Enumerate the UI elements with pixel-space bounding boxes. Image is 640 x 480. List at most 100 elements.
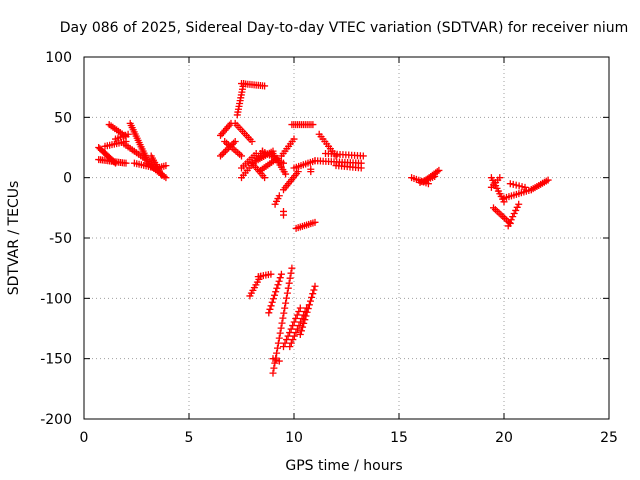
x-tick-label: 15: [390, 430, 408, 446]
data-point: [293, 325, 301, 333]
data-point: [496, 174, 504, 182]
data-point: [311, 218, 319, 226]
data-point: [269, 295, 277, 303]
data-point: [296, 304, 304, 312]
plot-frame: [83, 56, 610, 420]
data-point: [220, 149, 228, 157]
data-point: [274, 339, 282, 347]
data-point: [267, 270, 275, 278]
data-point: [281, 339, 289, 347]
data-point: [276, 329, 284, 337]
data-point: [223, 146, 231, 154]
data-point: [265, 309, 273, 317]
data-point: [271, 291, 279, 299]
y-tick-label: 50: [54, 110, 72, 126]
data-point: [283, 289, 291, 297]
data-point: [279, 314, 287, 322]
data-point: [278, 319, 286, 327]
data-point: [512, 206, 520, 214]
data-point: [275, 192, 283, 200]
data-point: [248, 137, 256, 145]
data-point: [309, 121, 317, 129]
data-point: [268, 298, 276, 306]
data-point: [277, 270, 285, 278]
data-point: [261, 82, 269, 90]
y-axis-label: SDTVAR / TECUs: [6, 181, 22, 296]
x-tick-label: 0: [80, 430, 89, 446]
data-point: [280, 343, 287, 351]
data-point: [266, 305, 274, 313]
data-point: [282, 299, 290, 307]
data-point: [290, 135, 298, 143]
data-point: [290, 318, 298, 326]
data-point: [269, 369, 277, 377]
x-tick-label: 25: [600, 430, 618, 446]
x-tick-label: 10: [285, 430, 303, 446]
data-point: [283, 336, 291, 344]
data-point: [280, 309, 288, 317]
data-point: [509, 213, 517, 221]
y-tick-label: -200: [40, 412, 72, 428]
data-point: [292, 315, 300, 323]
data-point: [272, 288, 280, 296]
data-point: [287, 339, 295, 347]
data-point: [238, 152, 245, 160]
data-point: [275, 277, 283, 285]
data-point: [287, 269, 295, 277]
chart-title: Day 086 of 2025, Sidereal Day-to-day VTE…: [60, 20, 629, 36]
data-point: [431, 172, 439, 180]
data-point: [293, 311, 301, 319]
data-point: [162, 162, 170, 170]
data-point: [274, 344, 281, 352]
data-point: [435, 166, 443, 174]
data-point: [280, 211, 287, 219]
data-point: [297, 327, 305, 335]
data-point: [307, 165, 315, 173]
data-point: [510, 210, 518, 218]
data-point: [275, 357, 283, 365]
data-point: [304, 305, 312, 313]
data-point: [288, 264, 296, 272]
data-point: [286, 329, 294, 337]
data-point: [218, 150, 226, 158]
data-points: [95, 80, 552, 377]
data-point: [506, 219, 514, 227]
x-tick-label: 20: [495, 430, 513, 446]
data-point: [281, 304, 289, 312]
data-point: [273, 284, 281, 292]
y-tick-label: -50: [49, 231, 72, 247]
data-point: [289, 336, 297, 344]
x-axis-label: GPS time / hours: [285, 458, 402, 474]
data-point: [521, 183, 529, 191]
axis-ticks: 0 5 10 15 20 25 -200 -150 -100 -50 0 50 100: [40, 50, 618, 446]
data-point: [306, 297, 314, 305]
data-point: [272, 356, 280, 364]
y-tick-label: 100: [45, 50, 72, 66]
data-point: [311, 282, 319, 290]
data-point: [217, 152, 224, 160]
data-point: [296, 331, 304, 339]
data-point: [296, 318, 304, 326]
data-point: [305, 301, 313, 309]
data-point: [544, 176, 552, 184]
data-point: [261, 174, 269, 182]
data-point: [267, 302, 275, 310]
data-point: [308, 293, 316, 301]
data-point: [275, 334, 283, 342]
data-point: [299, 323, 307, 331]
data-point: [504, 222, 512, 230]
y-tick-label: -100: [40, 291, 72, 307]
data-point: [433, 168, 441, 176]
data-point: [273, 349, 281, 357]
data-point: [122, 159, 130, 167]
data-point: [289, 322, 297, 330]
data-point: [270, 364, 278, 372]
data-point: [309, 290, 317, 298]
data-point: [357, 164, 365, 172]
data-point: [277, 324, 285, 332]
data-point: [300, 319, 308, 327]
data-point: [221, 147, 229, 155]
y-tick-label: 0: [63, 171, 72, 187]
data-point: [295, 322, 303, 330]
